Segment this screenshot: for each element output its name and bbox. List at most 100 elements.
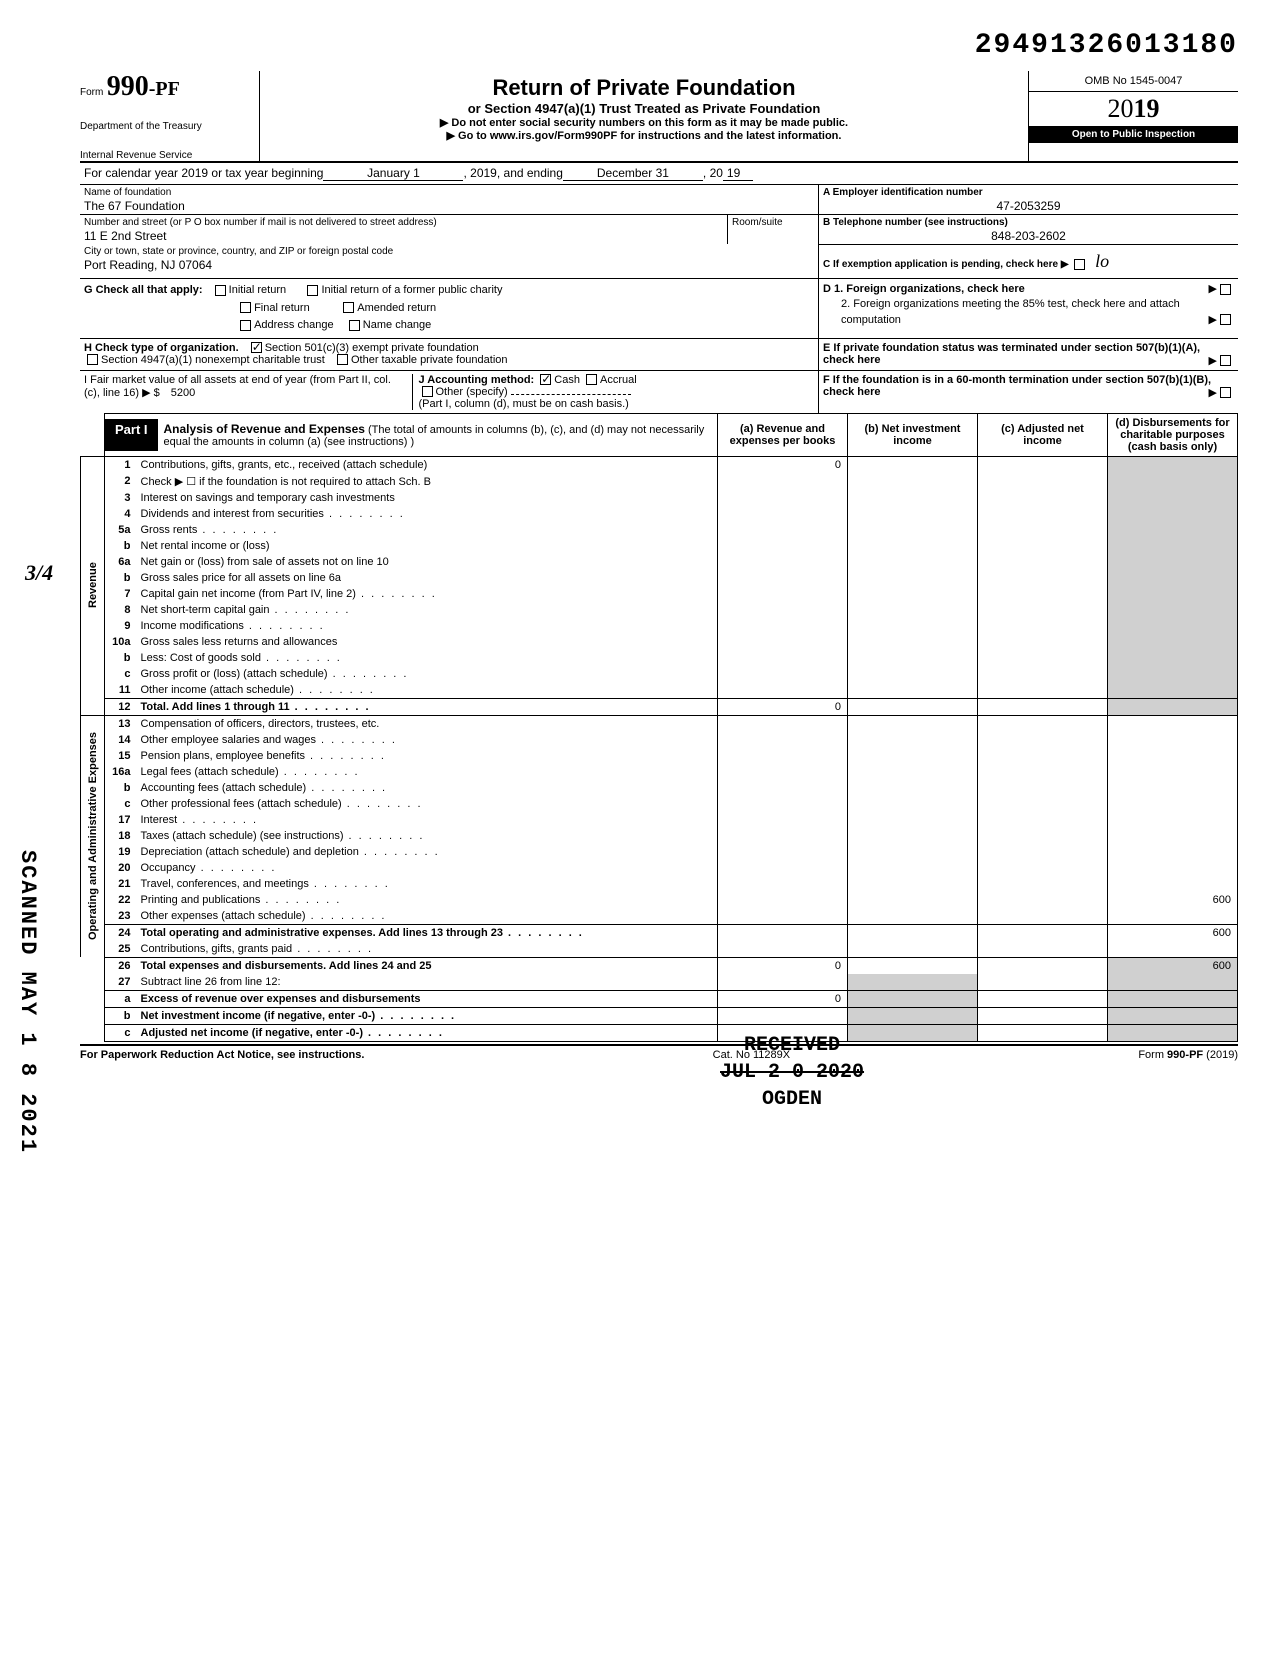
cell-c[interactable] xyxy=(978,990,1108,1007)
cell-b[interactable] xyxy=(848,876,978,892)
phone-value[interactable]: 848-203-2602 xyxy=(823,229,1234,243)
foundation-name[interactable]: The 67 Foundation xyxy=(84,199,814,213)
cell-c[interactable] xyxy=(978,844,1108,860)
cell-a[interactable] xyxy=(718,796,848,812)
cell-b[interactable] xyxy=(848,908,978,925)
cell-a[interactable]: 0 xyxy=(718,456,848,473)
cell-c[interactable] xyxy=(978,456,1108,473)
cell-b[interactable] xyxy=(848,732,978,748)
cell-b[interactable] xyxy=(848,892,978,908)
chk-d1[interactable] xyxy=(1220,284,1231,295)
cell-b[interactable] xyxy=(848,522,978,538)
cell-b[interactable] xyxy=(848,456,978,473)
cell-b[interactable] xyxy=(848,941,978,958)
cell-b[interactable] xyxy=(848,490,978,506)
cell-b[interactable] xyxy=(848,650,978,666)
cell-b[interactable] xyxy=(848,682,978,699)
cell-a[interactable] xyxy=(718,570,848,586)
cell-c[interactable] xyxy=(978,666,1108,682)
cell-d[interactable] xyxy=(1108,506,1238,522)
cell-a[interactable] xyxy=(718,522,848,538)
cell-c[interactable] xyxy=(978,924,1108,941)
cell-a[interactable] xyxy=(718,974,848,991)
cell-b[interactable] xyxy=(848,473,978,490)
cell-d[interactable] xyxy=(1108,586,1238,602)
cell-c[interactable] xyxy=(978,506,1108,522)
chk-amended[interactable] xyxy=(343,302,354,313)
chk-final[interactable] xyxy=(240,302,251,313)
chk-accrual[interactable] xyxy=(586,374,597,385)
cell-d[interactable] xyxy=(1108,990,1238,1007)
cell-c[interactable] xyxy=(978,1007,1108,1024)
cell-b[interactable] xyxy=(848,634,978,650)
cell-a[interactable] xyxy=(718,602,848,618)
cell-c[interactable] xyxy=(978,974,1108,991)
cell-d[interactable]: 600 xyxy=(1108,892,1238,908)
cell-d[interactable] xyxy=(1108,908,1238,925)
cell-a[interactable] xyxy=(718,618,848,634)
cell-a[interactable] xyxy=(718,715,848,732)
cell-c[interactable] xyxy=(978,586,1108,602)
cell-d[interactable] xyxy=(1108,876,1238,892)
cell-d[interactable] xyxy=(1108,732,1238,748)
cell-c[interactable] xyxy=(978,876,1108,892)
cell-c[interactable] xyxy=(978,538,1108,554)
cell-d[interactable] xyxy=(1108,522,1238,538)
cell-c[interactable] xyxy=(978,602,1108,618)
chk-4947[interactable] xyxy=(87,354,98,365)
ein-value[interactable]: 47-2053259 xyxy=(823,199,1234,213)
cell-a[interactable] xyxy=(718,538,848,554)
cell-d[interactable] xyxy=(1108,941,1238,958)
cell-b[interactable] xyxy=(848,506,978,522)
cell-d[interactable] xyxy=(1108,780,1238,796)
cell-c[interactable] xyxy=(978,796,1108,812)
cell-d[interactable] xyxy=(1108,456,1238,473)
cell-c[interactable] xyxy=(978,892,1108,908)
cell-c[interactable] xyxy=(978,522,1108,538)
cell-b[interactable] xyxy=(848,570,978,586)
cell-b[interactable] xyxy=(848,796,978,812)
cell-a[interactable] xyxy=(718,876,848,892)
cell-c[interactable] xyxy=(978,490,1108,506)
cell-c[interactable] xyxy=(978,860,1108,876)
cell-c[interactable] xyxy=(978,1024,1108,1041)
chk-address[interactable] xyxy=(240,320,251,331)
cell-b[interactable] xyxy=(848,812,978,828)
cell-a[interactable] xyxy=(718,764,848,780)
cell-a[interactable] xyxy=(718,908,848,925)
cell-d[interactable] xyxy=(1108,650,1238,666)
cell-d[interactable] xyxy=(1108,974,1238,991)
cell-d[interactable] xyxy=(1108,748,1238,764)
cell-b[interactable] xyxy=(848,780,978,796)
chk-cash[interactable] xyxy=(540,374,551,385)
cell-d[interactable] xyxy=(1108,764,1238,780)
chk-initial-return[interactable] xyxy=(215,285,226,296)
cell-d[interactable] xyxy=(1108,538,1238,554)
cell-d[interactable] xyxy=(1108,682,1238,699)
cell-b[interactable] xyxy=(848,844,978,860)
cell-d[interactable] xyxy=(1108,715,1238,732)
cell-b[interactable] xyxy=(848,924,978,941)
chk-f[interactable] xyxy=(1220,387,1231,398)
cell-a[interactable] xyxy=(718,732,848,748)
cell-a[interactable] xyxy=(718,828,848,844)
chk-d2[interactable] xyxy=(1220,314,1231,325)
chk-name[interactable] xyxy=(349,320,360,331)
year-begin[interactable]: January 1 xyxy=(323,166,463,181)
cell-c[interactable] xyxy=(978,764,1108,780)
cell-b[interactable] xyxy=(848,538,978,554)
cell-b[interactable] xyxy=(848,602,978,618)
chk-other-tax[interactable] xyxy=(337,354,348,365)
cell-a[interactable] xyxy=(718,844,848,860)
cell-c[interactable] xyxy=(978,957,1108,974)
chk-other-method[interactable] xyxy=(422,386,433,397)
cell-a[interactable] xyxy=(718,780,848,796)
cell-b[interactable] xyxy=(848,764,978,780)
cell-a[interactable] xyxy=(718,586,848,602)
cell-a[interactable]: 0 xyxy=(718,957,848,974)
cell-a[interactable]: 0 xyxy=(718,990,848,1007)
cell-d[interactable] xyxy=(1108,602,1238,618)
cell-d[interactable] xyxy=(1108,554,1238,570)
cell-c[interactable] xyxy=(978,908,1108,925)
chk-initial-former[interactable] xyxy=(307,285,318,296)
